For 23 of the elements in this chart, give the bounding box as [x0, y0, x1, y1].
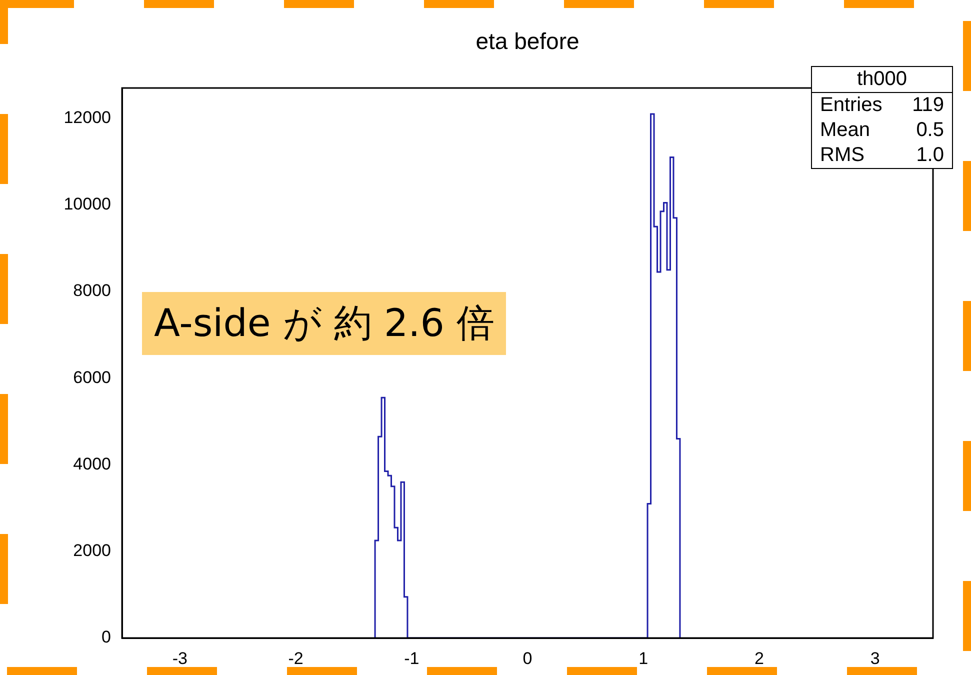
y-tick-label: 8000: [73, 281, 111, 300]
y-tick-label: 2000: [73, 541, 111, 560]
x-tick-label: 3: [870, 648, 880, 668]
y-tick-label: 10000: [64, 194, 111, 214]
x-tick-label: -1: [404, 648, 420, 668]
annotation: A-side が 約 2.6 倍: [142, 292, 506, 355]
chart-title: eta before: [474, 28, 580, 55]
annotation: 0.5: [916, 119, 944, 142]
y-tick-label: 4000: [73, 454, 111, 474]
annotation: 119: [912, 94, 944, 117]
y-tick-label: 12000: [64, 108, 111, 127]
y-tick-label: 0: [102, 628, 111, 647]
annotation: th000: [812, 67, 952, 93]
x-tick-label: -3: [172, 648, 188, 668]
x-tick-label: 1: [638, 648, 648, 668]
annotation: 1.0: [916, 144, 944, 167]
annotation: Mean: [820, 119, 870, 142]
x-tick-label: -2: [288, 648, 304, 668]
x-tick-label: 0: [522, 648, 532, 668]
annotation: RMS: [820, 144, 864, 167]
annotation: Entries: [820, 94, 882, 117]
y-tick-label: 6000: [73, 368, 111, 387]
x-tick-label: 2: [754, 648, 764, 668]
